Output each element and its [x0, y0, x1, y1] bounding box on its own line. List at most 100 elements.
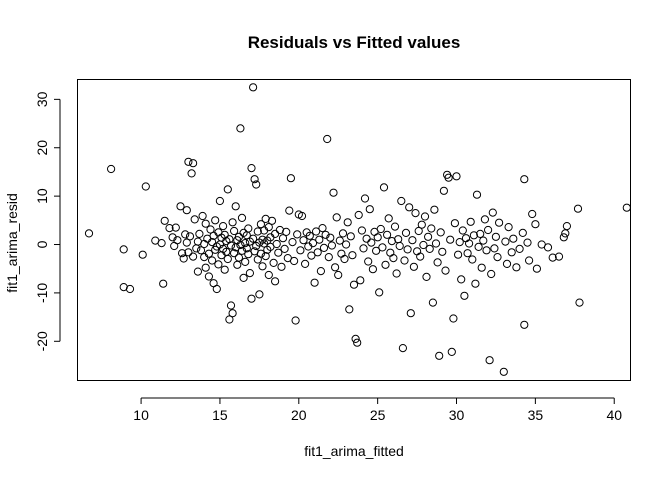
data-point	[417, 220, 426, 229]
data-point	[225, 235, 234, 244]
data-point	[433, 258, 442, 267]
data-point	[244, 224, 253, 233]
data-point	[315, 235, 324, 244]
data-point	[457, 275, 466, 284]
data-point	[392, 269, 401, 278]
data-point	[228, 309, 237, 318]
data-point	[196, 246, 206, 255]
data-point	[520, 320, 529, 329]
data-point	[190, 215, 199, 224]
data-point	[455, 238, 464, 247]
data-point	[405, 203, 414, 212]
data-point	[282, 227, 291, 236]
data-points	[84, 83, 631, 376]
data-point	[419, 240, 428, 250]
data-point	[482, 246, 491, 255]
data-point	[192, 244, 201, 253]
data-point	[173, 236, 182, 245]
data-point	[431, 239, 441, 248]
data-point	[449, 314, 458, 323]
data-point	[185, 232, 195, 241]
data-point	[241, 239, 250, 248]
data-point	[507, 248, 516, 257]
data-point	[211, 216, 220, 225]
data-point	[261, 252, 270, 261]
data-point	[364, 257, 373, 266]
data-point	[230, 249, 239, 258]
data-point	[458, 226, 467, 235]
data-point	[223, 185, 232, 194]
data-point	[301, 259, 310, 268]
data-point	[264, 223, 273, 232]
data-point	[313, 248, 322, 257]
data-point	[214, 260, 223, 269]
data-point	[316, 267, 325, 276]
data-point	[394, 235, 403, 244]
data-point	[237, 246, 247, 255]
data-point	[487, 269, 496, 279]
data-point	[299, 236, 308, 245]
data-point	[337, 249, 346, 258]
data-point	[386, 248, 395, 257]
data-point	[460, 291, 469, 300]
data-point	[247, 164, 256, 173]
data-point	[119, 245, 128, 254]
data-point	[178, 249, 187, 258]
data-point	[206, 225, 215, 234]
x-tick-label: 35	[528, 407, 544, 423]
data-point	[525, 256, 534, 265]
data-point	[408, 236, 417, 245]
data-point	[181, 230, 190, 239]
data-point	[559, 233, 568, 242]
data-point	[323, 134, 332, 144]
x-tick-label: 30	[449, 407, 465, 423]
data-point	[182, 206, 191, 215]
data-point	[212, 284, 221, 294]
data-point	[329, 188, 338, 197]
data-point	[286, 174, 295, 183]
data-point	[107, 164, 116, 174]
data-point	[278, 234, 288, 243]
data-point	[324, 253, 333, 262]
data-point	[193, 267, 202, 276]
data-point	[465, 239, 474, 248]
data-point	[523, 238, 532, 247]
data-point	[368, 265, 377, 274]
data-point	[236, 240, 245, 250]
data-point	[395, 241, 404, 251]
data-point	[182, 238, 191, 247]
data-point	[230, 226, 239, 236]
data-point	[195, 229, 204, 238]
data-point	[319, 243, 329, 252]
data-point	[622, 203, 631, 212]
data-point	[463, 249, 472, 258]
data-point	[204, 272, 213, 281]
data-point	[253, 227, 262, 236]
data-point	[353, 338, 362, 347]
data-point	[502, 259, 512, 268]
data-point	[468, 255, 477, 264]
data-point	[479, 236, 488, 245]
data-point	[400, 256, 409, 265]
data-point	[201, 263, 210, 272]
data-point	[359, 244, 368, 253]
data-point	[225, 315, 234, 324]
data-point	[425, 244, 434, 253]
data-point	[335, 236, 344, 245]
data-point	[247, 294, 256, 303]
data-point	[501, 237, 510, 246]
data-point	[201, 219, 210, 228]
data-point	[297, 211, 307, 221]
x-tick-label: 20	[291, 407, 307, 423]
data-point	[548, 253, 557, 262]
data-point	[318, 224, 327, 233]
data-point	[220, 230, 229, 239]
data-point	[239, 273, 248, 282]
data-point	[267, 216, 277, 225]
data-point	[219, 222, 228, 231]
data-point	[255, 290, 264, 299]
data-point	[252, 180, 261, 189]
data-point	[484, 225, 493, 235]
data-point	[234, 253, 243, 262]
data-point	[187, 169, 196, 178]
